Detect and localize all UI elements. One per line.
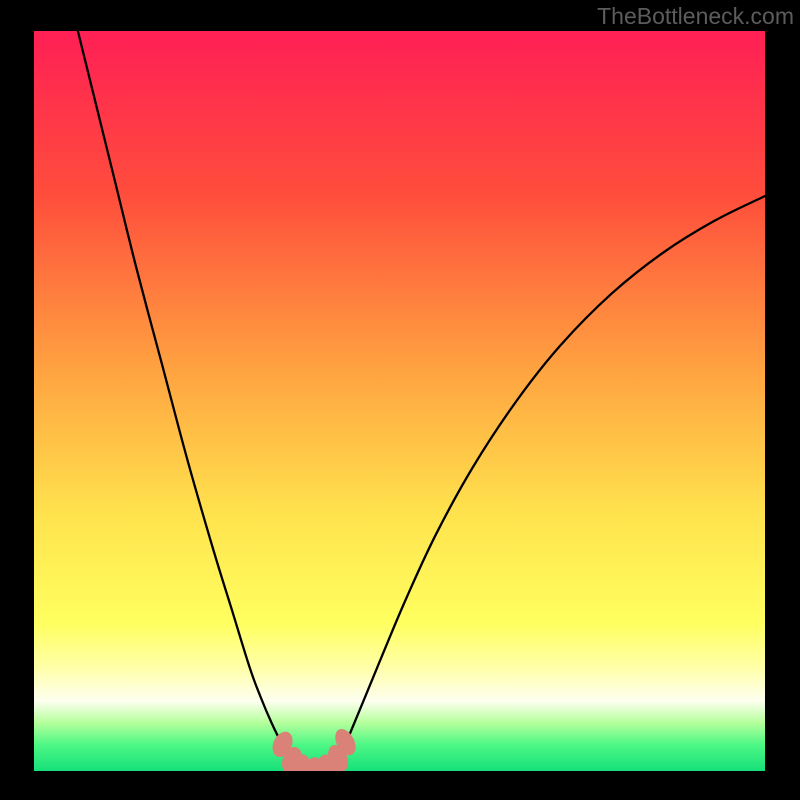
outer-frame: TheBottleneck.com (0, 0, 800, 800)
gradient-background (34, 31, 765, 771)
watermark-text: TheBottleneck.com (597, 3, 794, 30)
plot-area (34, 31, 765, 771)
bottleneck-chart (34, 31, 765, 771)
